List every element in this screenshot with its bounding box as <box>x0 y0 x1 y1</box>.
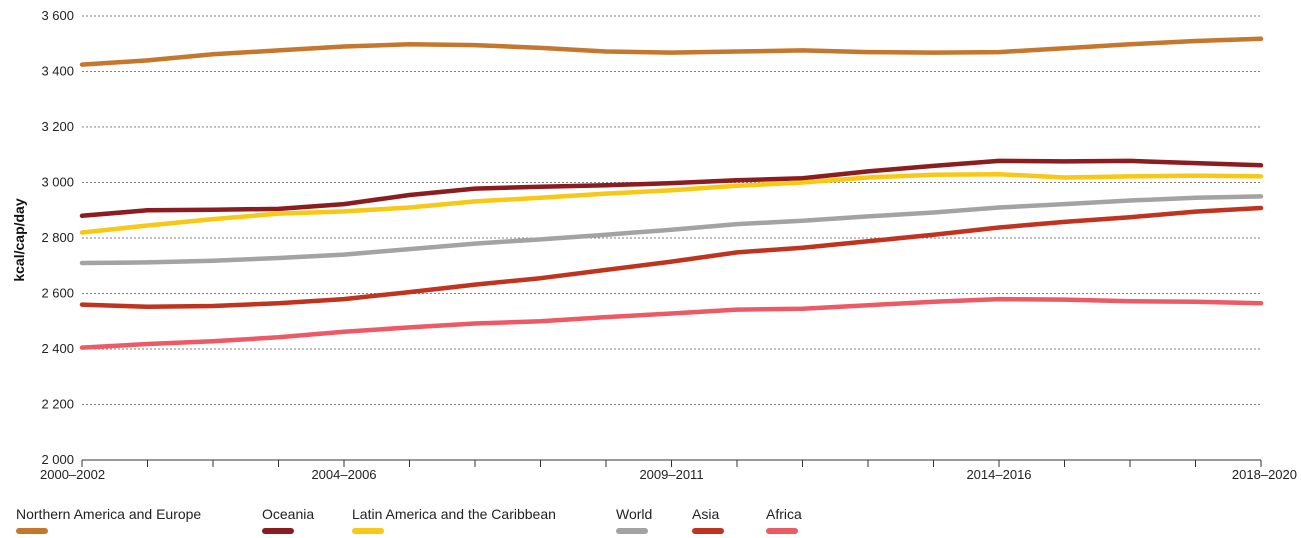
y-tick-label: 2 800 <box>41 230 74 245</box>
y-tick-labels: 2 000 2 200 2 400 2 600 2 800 3 000 3 200 3 400… <box>41 8 74 467</box>
legend-item-latin-america-and-the-caribbean: Latin America and the Caribbean <box>352 506 556 534</box>
series-line-oceania <box>79 158 1264 219</box>
y-tick-label: 2 200 <box>41 397 74 412</box>
y-tick-label: 3 400 <box>41 64 74 79</box>
legend-swatch <box>616 528 648 534</box>
legend: Northern America and Europe Oceania Latin … <box>0 506 1301 538</box>
y-tick-label: 3 200 <box>41 119 74 134</box>
legend-swatch <box>766 528 798 534</box>
legend-item-northern-america-and-europe: Northern America and Europe <box>16 506 201 534</box>
x-tick-label: 2004–2006 <box>311 467 376 482</box>
legend-label: Latin America and the Caribbean <box>352 506 556 522</box>
y-tick-label: 3 600 <box>41 8 74 23</box>
x-tick-label: 2009–2011 <box>639 467 703 482</box>
series-line-world <box>79 194 1264 266</box>
line-chart: 2 000 2 200 2 400 2 600 2 800 3 000 3 200 3 400… <box>11 8 1297 482</box>
series-lines <box>79 36 1264 350</box>
y-tick-label: 2 600 <box>41 286 74 301</box>
x-tick-labels: 2000–2002 2004–2006 2009–2011 2014–2016 2018… <box>40 467 1297 482</box>
y-tick-label: 3 000 <box>41 175 74 190</box>
series-line-northern-america-and-europe <box>79 36 1264 67</box>
x-tick-label: 2014–2016 <box>966 467 1031 482</box>
legend-swatch <box>352 528 384 534</box>
series-line-asia <box>79 205 1264 310</box>
legend-item-asia: Asia <box>692 506 724 534</box>
legend-label: Oceania <box>262 506 315 522</box>
legend-swatch <box>692 528 724 534</box>
legend-label: World <box>616 506 653 522</box>
legend-item-oceania: Oceania <box>262 506 314 534</box>
y-axis-label: kcal/cap/day <box>11 198 27 281</box>
legend-swatch <box>262 528 294 534</box>
legend-swatch <box>16 528 48 534</box>
legend-item-africa: Africa <box>766 506 802 534</box>
series-line-africa <box>79 296 1264 350</box>
x-tick-label: 2000–2002 <box>40 467 105 482</box>
x-tick-label: 2018–2020 <box>1232 467 1297 482</box>
legend-label: Northern America and Europe <box>16 506 202 522</box>
series-line-latin-america-and-the-caribbean <box>79 171 1264 235</box>
legend-label: Africa <box>766 506 802 522</box>
legend-label: Asia <box>692 506 720 522</box>
axes <box>81 459 1262 467</box>
legend-item-world: World <box>616 506 652 534</box>
y-tick-label: 2 400 <box>41 341 74 356</box>
y-tick-label: 2 000 <box>41 452 74 467</box>
